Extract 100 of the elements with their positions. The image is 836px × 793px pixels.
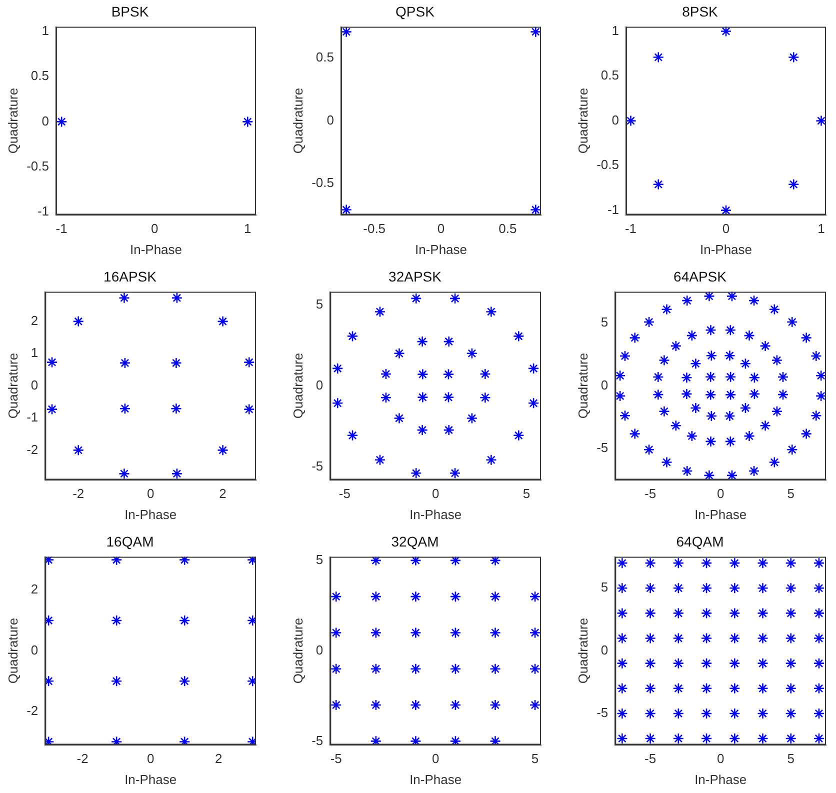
y-tick-label: 0 xyxy=(326,112,334,128)
x-tick-label: 0 xyxy=(716,486,724,502)
y-tick-label: 0 xyxy=(600,377,608,392)
point xyxy=(346,430,358,442)
point xyxy=(45,675,54,687)
point xyxy=(652,52,664,63)
point xyxy=(450,556,462,566)
point xyxy=(370,627,382,638)
y-tick-label: 5 xyxy=(600,580,608,595)
point xyxy=(72,316,84,328)
point xyxy=(110,675,122,687)
y-axis-title: Quadrature xyxy=(575,618,590,684)
x-tick-label: 0 xyxy=(432,486,440,502)
point xyxy=(480,368,491,380)
point xyxy=(410,556,422,566)
point xyxy=(170,403,182,414)
x-tick-label: -0.5 xyxy=(363,221,386,236)
chart-title: 8PSK xyxy=(682,3,719,20)
point xyxy=(370,699,382,711)
point xyxy=(480,392,491,404)
x-axis-title: In-Phase xyxy=(414,242,468,257)
point xyxy=(246,675,256,687)
point xyxy=(410,663,422,675)
point xyxy=(529,590,541,602)
y-tick-label: 0 xyxy=(600,642,608,658)
y-tick-label: -5 xyxy=(312,732,324,748)
point xyxy=(528,397,540,409)
point xyxy=(410,292,422,304)
point xyxy=(410,699,422,711)
point xyxy=(178,736,190,745)
y-tick-label: 1 xyxy=(30,345,38,360)
x-tick-label: -1 xyxy=(56,221,68,236)
point xyxy=(332,362,344,374)
chart-title: 32APSK xyxy=(388,268,442,284)
point xyxy=(374,306,386,318)
point xyxy=(332,397,344,409)
y-axis-title: Quadrature xyxy=(5,618,20,684)
x-tick-label: -5 xyxy=(644,486,656,502)
point xyxy=(788,178,800,190)
point xyxy=(486,306,497,318)
y-tick-label: 1 xyxy=(42,22,49,38)
point xyxy=(110,736,122,745)
point xyxy=(450,663,462,675)
y-tick-label: -0.5 xyxy=(596,157,619,172)
point xyxy=(330,627,342,638)
point xyxy=(45,614,54,626)
point xyxy=(490,627,501,638)
y-tick-label: 2 xyxy=(30,312,38,328)
point xyxy=(119,357,131,369)
y-tick-label: -1 xyxy=(37,204,49,219)
x-axis-title: In-Phase xyxy=(410,772,462,787)
point xyxy=(410,736,422,745)
point xyxy=(449,468,461,479)
y-tick-label: -1 xyxy=(26,410,38,425)
point xyxy=(178,614,190,626)
point xyxy=(486,454,497,466)
point xyxy=(45,556,54,566)
x-tick-label: 0 xyxy=(716,751,724,766)
point xyxy=(450,590,462,602)
x-tick-label: 1 xyxy=(244,221,252,236)
point xyxy=(490,663,501,675)
point xyxy=(442,368,454,380)
point xyxy=(246,736,256,745)
x-tick-label: 0 xyxy=(437,221,445,236)
x-tick-label: -2 xyxy=(72,486,84,502)
point xyxy=(410,590,422,602)
x-tick-label: -5 xyxy=(338,486,350,502)
point xyxy=(119,403,131,414)
point xyxy=(394,412,405,424)
y-tick-label: -2 xyxy=(26,442,38,457)
point xyxy=(330,699,342,711)
point xyxy=(450,699,462,711)
point xyxy=(72,444,84,456)
y-tick-label: -2 xyxy=(26,703,38,718)
point xyxy=(529,627,541,638)
x-axis-title: In-Phase xyxy=(130,242,182,257)
y-tick-label: 0 xyxy=(30,377,38,392)
y-tick-label: -1 xyxy=(607,202,619,217)
point xyxy=(652,178,664,190)
point xyxy=(118,468,130,480)
point xyxy=(170,357,182,369)
point xyxy=(370,590,382,602)
y-tick-label: 0.5 xyxy=(30,68,49,84)
x-axis-title: In-Phase xyxy=(694,772,747,787)
point xyxy=(410,627,422,638)
y-axis-title: Quadrature xyxy=(575,352,590,419)
point xyxy=(720,204,732,215)
point xyxy=(490,699,501,711)
point xyxy=(243,356,255,368)
point xyxy=(171,468,183,480)
point xyxy=(626,115,636,126)
x-tick-label: 0 xyxy=(146,751,154,766)
y-tick-label: 1 xyxy=(612,22,619,38)
x-axis-title: In-Phase xyxy=(124,772,177,787)
point xyxy=(370,736,382,745)
point xyxy=(442,392,454,403)
x-tick-label: 5 xyxy=(531,751,539,766)
point xyxy=(217,316,228,328)
y-tick-label: -0.5 xyxy=(26,158,49,174)
x-tick-label: 2 xyxy=(214,751,222,766)
